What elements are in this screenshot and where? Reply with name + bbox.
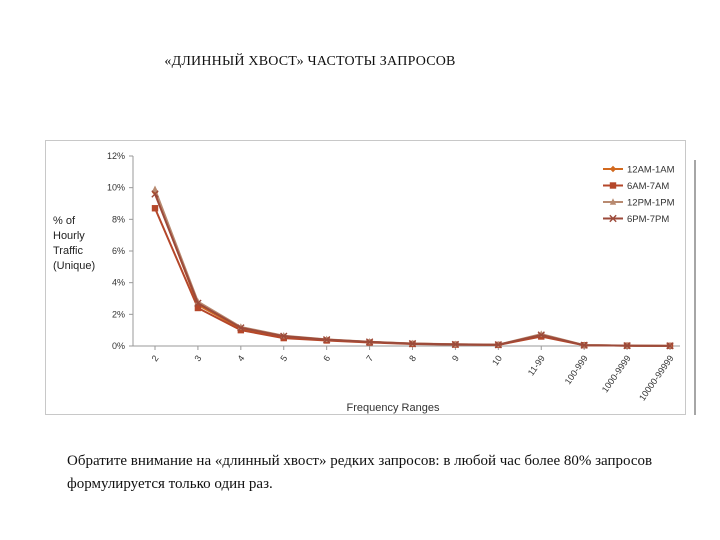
y-axis-ticks: 0% 2% 4% 6% 8% 10% 12%	[107, 151, 133, 351]
data-point	[237, 324, 245, 332]
slide-title: «ДЛИННЫЙ ХВОСТ» ЧАСТОТЫ ЗАПРОСОВ	[164, 54, 456, 69]
line-chart: % of Hourly Traffic (Unique) 0% 2% 4% 6% 8% 10% 1…	[45, 140, 700, 425]
legend-label: 6PM-7PM	[627, 214, 669, 225]
y-axis-label-line: % of	[53, 215, 76, 227]
data-point	[194, 299, 202, 307]
x-tick-label: 5	[278, 353, 289, 363]
data-point	[609, 165, 617, 173]
legend-item: 6AM-7AM	[603, 181, 669, 192]
x-tick-label: 11-99	[526, 353, 547, 377]
x-tick-label: 100-999	[563, 353, 590, 386]
y-axis-label: % of Hourly Traffic (Unique)	[53, 215, 95, 272]
legend-item: 12AM-1AM	[603, 165, 675, 176]
y-tick-label: 8%	[112, 214, 125, 224]
y-tick-label: 12%	[107, 151, 125, 161]
data-point	[623, 341, 631, 350]
x-tick-label: 10	[490, 353, 504, 367]
data-point	[451, 340, 460, 349]
data-point	[280, 332, 288, 340]
legend-label: 12AM-1AM	[627, 165, 675, 176]
legend: 12AM-1AM 6AM-7AM 12PM-1PM 6PM-7PM	[603, 165, 675, 225]
x-tick-label: 1000-9999	[600, 353, 633, 394]
data-point	[408, 339, 417, 348]
x-tick-label: 6	[321, 353, 332, 363]
y-tick-label: 2%	[112, 309, 125, 319]
x-axis-ticks: 2 3 4 5 6 7 8 9 10 11-99 100-999 1000-9999 10000-999…	[150, 346, 676, 403]
y-tick-label: 10%	[107, 183, 125, 193]
x-tick-label: 3	[192, 353, 203, 363]
x-tick-label: 4	[235, 353, 246, 363]
y-axis-label-line: Traffic	[53, 245, 83, 257]
x-tick-label: 8	[407, 353, 418, 363]
y-tick-label: 0%	[112, 341, 125, 351]
series-6pm-7pm	[151, 190, 674, 350]
x-tick-label: 2	[150, 353, 161, 363]
data-point	[237, 326, 245, 334]
series-lines	[151, 185, 674, 350]
legend-item: 6PM-7PM	[603, 214, 669, 225]
series-6am-7am	[151, 205, 674, 350]
data-point	[609, 182, 617, 189]
data-point	[666, 342, 674, 350]
data-point	[609, 214, 617, 223]
data-point	[537, 331, 545, 339]
legend-item: 12PM-1PM	[603, 198, 675, 209]
x-tick-label: 10000-99999	[637, 353, 676, 402]
data-point	[322, 335, 331, 344]
data-point	[494, 341, 503, 349]
chart-canvas: % of Hourly Traffic (Unique) 0% 2% 4% 6% 8% 10% 1…	[45, 140, 696, 415]
y-axis-label-line: Hourly	[53, 230, 85, 242]
series-line	[154, 193, 671, 347]
data-point	[580, 341, 588, 349]
series-line	[154, 207, 671, 347]
caption-text: Обратите внимание на «длинный хвост» ред…	[67, 453, 653, 492]
x-tick-label: 9	[450, 353, 461, 363]
y-tick-label: 6%	[112, 246, 125, 256]
data-point	[194, 304, 202, 312]
legend-label: 12PM-1PM	[627, 198, 675, 209]
chart-border	[45, 140, 686, 415]
data-point	[365, 338, 374, 346]
x-tick-label: 7	[364, 353, 375, 363]
data-point	[609, 198, 617, 205]
y-tick-label: 4%	[112, 278, 125, 288]
legend-label: 6AM-7AM	[627, 181, 669, 192]
x-axis-label: Frequency Ranges	[347, 402, 440, 414]
data-point	[151, 185, 159, 192]
y-axis-label-line: (Unique)	[53, 260, 95, 272]
data-point	[151, 205, 159, 212]
data-point	[151, 190, 159, 198]
